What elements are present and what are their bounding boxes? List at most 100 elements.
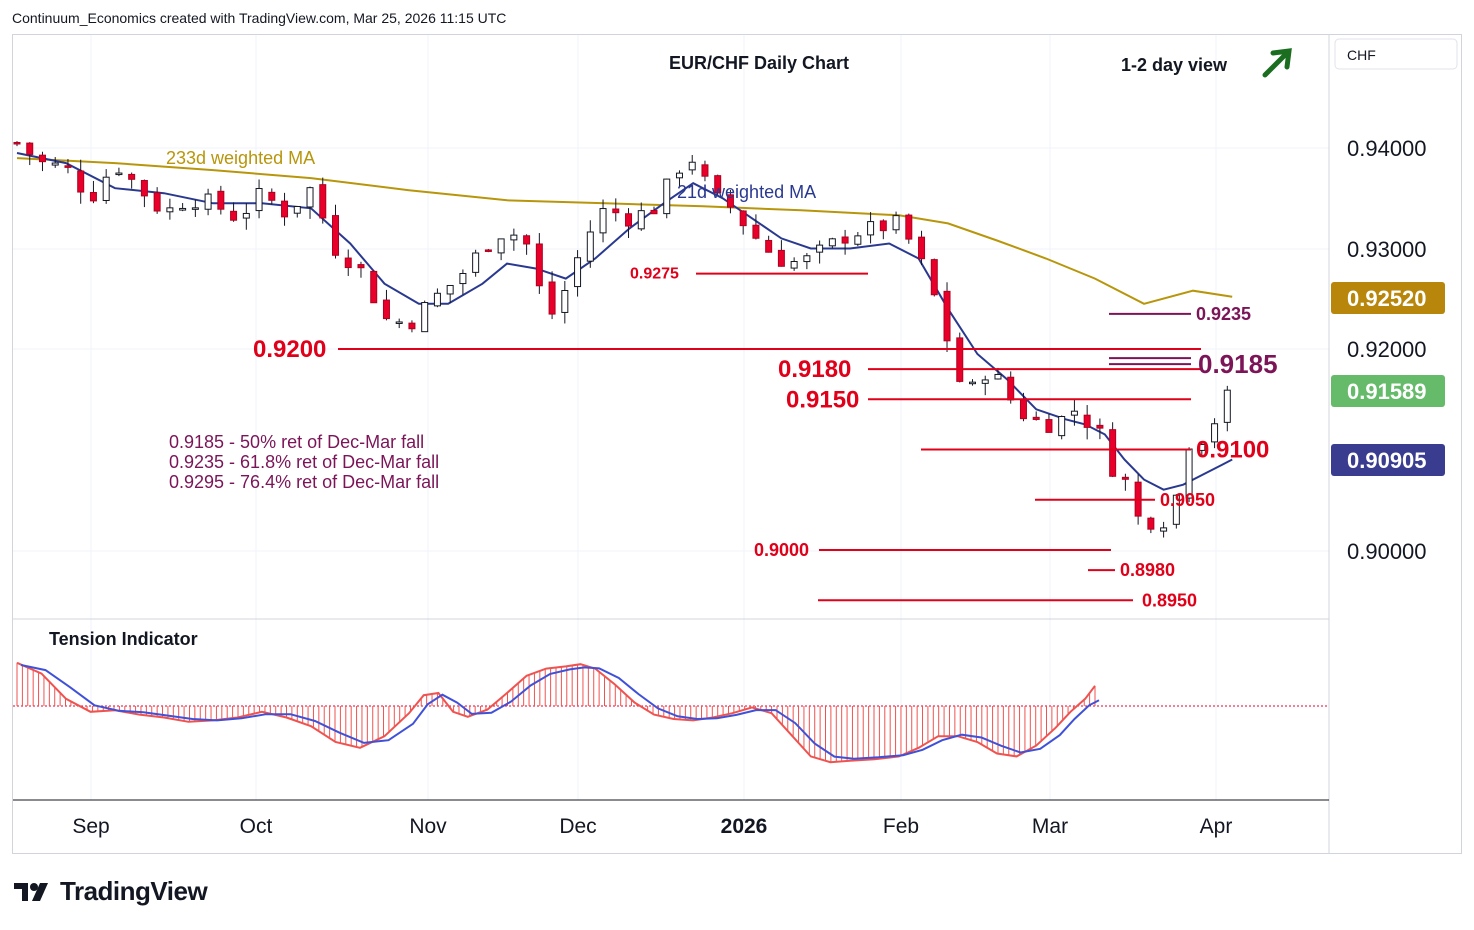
candle	[1172, 494, 1180, 529]
candle	[586, 220, 594, 268]
candle	[956, 332, 964, 383]
candle	[1070, 399, 1078, 426]
candle	[77, 159, 85, 204]
candle	[306, 186, 314, 219]
tension-indicator: Tension Indicator	[13, 629, 1329, 764]
price-tag	[1331, 282, 1445, 314]
candle	[102, 169, 110, 204]
candle	[1045, 414, 1053, 433]
annotation-texts: 0.9275 0.9200 0.9180 0.9150 0.9100 0.9050 0.90…	[166, 48, 1292, 610]
candle	[497, 238, 505, 261]
candle	[153, 187, 161, 214]
candle	[625, 208, 633, 239]
candle	[1198, 443, 1206, 456]
candle	[701, 160, 709, 182]
candle	[714, 174, 722, 195]
candle	[89, 180, 97, 204]
candle	[370, 270, 378, 304]
level-label: 0.9100	[1196, 437, 1269, 464]
chart-canvas[interactable]: CHF 0.94000 0.93000 0.92000 0.90000 Sep Oct Nov…	[13, 35, 1461, 853]
level-label: 0.9200	[253, 336, 326, 363]
candle	[510, 228, 518, 251]
candle	[140, 179, 148, 208]
level-label: 0.9180	[778, 356, 851, 383]
level-label: 0.9000	[754, 540, 809, 560]
x-tick-label: Mar	[1032, 815, 1068, 838]
candle	[867, 212, 875, 244]
candle	[13, 141, 21, 147]
y-tick-label: 0.93000	[1347, 237, 1427, 262]
candle	[191, 199, 199, 217]
indicator-title: Tension Indicator	[49, 629, 198, 649]
ma21-label: 21d weighted MA	[677, 182, 816, 202]
candle	[1211, 418, 1219, 449]
candle	[38, 151, 46, 172]
candle	[459, 269, 467, 295]
x-tick-label: 2026	[721, 815, 768, 838]
level-label: 0.9150	[786, 386, 859, 413]
candle	[1223, 385, 1231, 432]
candle	[472, 249, 480, 277]
candle	[382, 289, 390, 321]
candle	[421, 300, 429, 333]
axes: CHF 0.94000 0.93000 0.92000 0.90000 Sep Oct Nov…	[13, 35, 1458, 853]
price-tag-label: 0.92520	[1347, 286, 1427, 311]
level-label: 0.8950	[1142, 590, 1197, 610]
price-tag-label: 0.91589	[1347, 379, 1427, 404]
candle	[319, 177, 327, 224]
candle	[1032, 411, 1040, 421]
candle	[650, 206, 658, 215]
candle	[574, 250, 582, 297]
candle	[128, 172, 136, 189]
x-tick-label: Feb	[883, 815, 919, 838]
candle	[790, 257, 798, 271]
candle	[1147, 516, 1155, 534]
candle	[981, 375, 989, 396]
candle	[395, 318, 403, 329]
candle	[446, 284, 454, 304]
chart-frame: CHF 0.94000 0.93000 0.92000 0.90000 Sep Oct Nov…	[12, 34, 1462, 854]
candle	[726, 189, 734, 214]
candle	[230, 202, 238, 222]
price-tag-label: 0.90905	[1347, 448, 1427, 473]
candle	[268, 188, 276, 205]
candle	[255, 179, 263, 219]
chart-title: EUR/CHF Daily Chart	[669, 53, 849, 73]
candle	[523, 234, 531, 255]
candle	[433, 288, 441, 308]
candle	[841, 229, 849, 255]
tradingview-logo-icon	[14, 882, 48, 901]
ma233-label: 233d weighted MA	[166, 148, 315, 168]
candle	[918, 230, 926, 266]
candle	[179, 203, 187, 212]
y-tick-label: 0.94000	[1347, 136, 1427, 161]
candle	[217, 185, 225, 215]
level-label: 0.9185	[1198, 349, 1278, 379]
candle	[1083, 405, 1091, 440]
price-tag	[1331, 444, 1445, 476]
x-tick-label: Oct	[240, 815, 273, 838]
candle	[803, 252, 811, 270]
candle	[892, 211, 900, 234]
candle	[905, 213, 913, 244]
x-tick-label: Sep	[72, 815, 109, 838]
candle	[854, 231, 862, 247]
tradingview-logo[interactable]: TradingView	[14, 876, 208, 907]
ma233-series	[16, 157, 1233, 305]
candle	[51, 157, 59, 168]
candle	[1058, 415, 1066, 440]
candle	[777, 240, 785, 267]
x-tick-label: Nov	[409, 815, 447, 838]
retracement-note: 0.9235 - 61.8% ret of Dec-Mar fall	[169, 452, 439, 472]
price-tags: 0.92520 0.91589 0.90905	[1331, 282, 1445, 476]
candle	[599, 199, 607, 243]
price-tag	[1331, 375, 1445, 407]
candle	[969, 379, 976, 386]
candle	[879, 219, 887, 240]
candle	[281, 192, 289, 226]
level-label: 0.9050	[1160, 490, 1215, 510]
tradingview-logo-text: TradingView	[60, 876, 208, 906]
candle	[561, 281, 569, 324]
candle	[663, 178, 671, 219]
candle	[943, 282, 951, 352]
